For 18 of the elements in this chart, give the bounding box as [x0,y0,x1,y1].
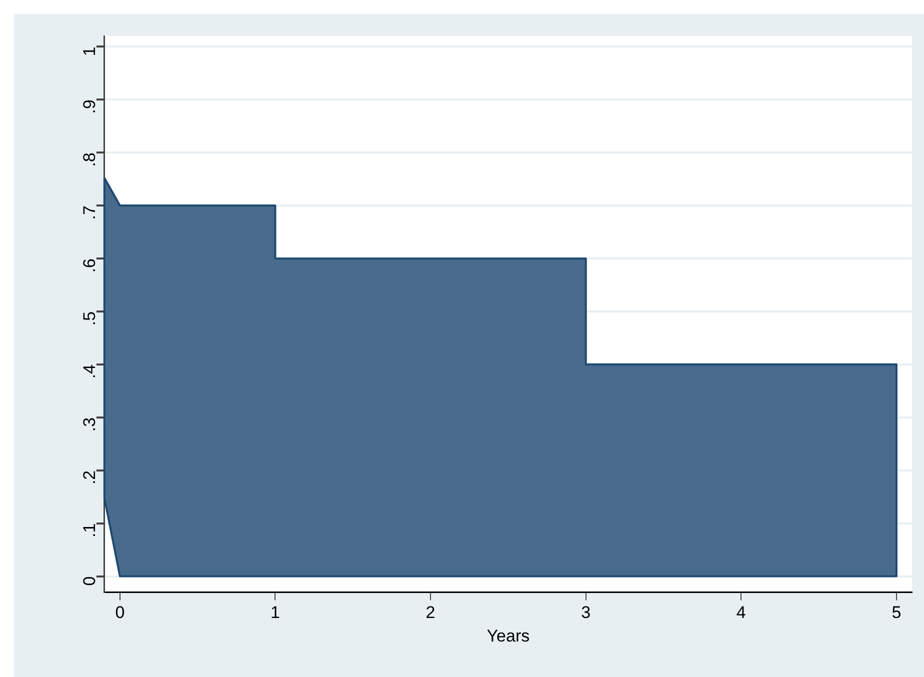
x-tick-label: 2 [426,603,436,622]
y-tick-label: .5 [80,311,100,326]
y-tick-label: .4 [80,364,100,379]
x-tick-label: 4 [736,603,746,622]
y-tick-label: .2 [80,470,100,485]
y-tick-label: .8 [80,152,100,167]
y-tick-label: 0 [80,576,100,586]
y-tick-label: .3 [80,417,100,432]
x-tick-label: 5 [892,603,902,622]
x-tick-label: 0 [115,603,125,622]
x-tick-label: 3 [581,603,591,622]
x-tick-label: 1 [270,603,280,622]
y-tick-label: .6 [80,258,100,273]
y-tick-label: .1 [80,523,100,538]
y-tick-label: .9 [80,100,100,114]
x-axis-title: Years [486,626,530,646]
y-tick-label: .7 [80,206,100,220]
y-tick-label: 1 [80,46,100,56]
